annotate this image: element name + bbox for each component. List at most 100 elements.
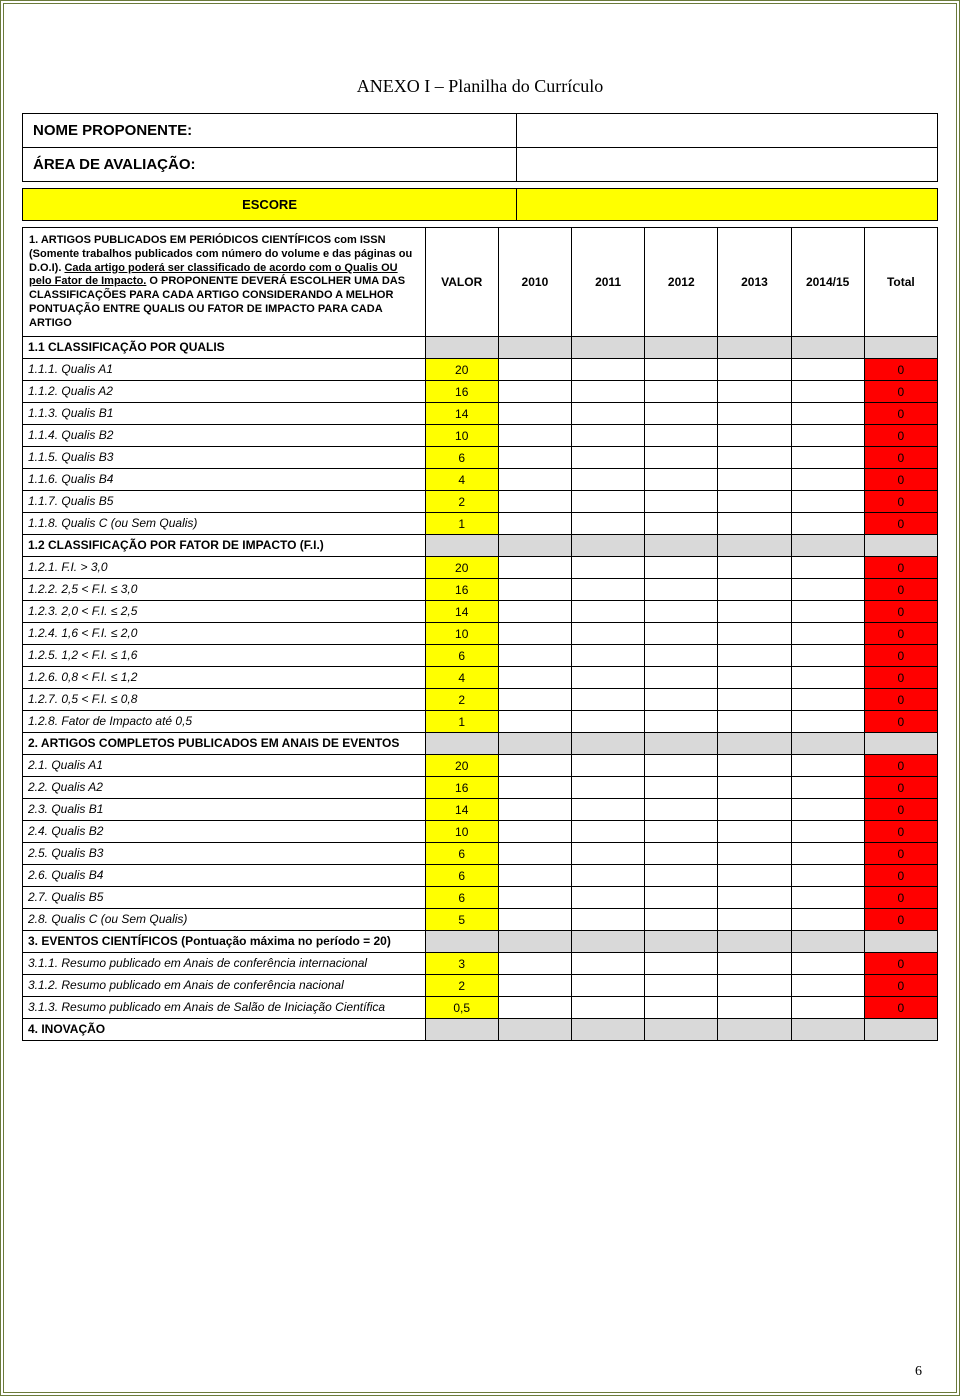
table-row: 2.7. Qualis B560	[23, 887, 938, 909]
year-cell	[498, 645, 571, 667]
year-cell	[498, 667, 571, 689]
grey-cell	[718, 1019, 791, 1041]
year-cell	[718, 953, 791, 975]
valor-cell: 16	[425, 579, 498, 601]
year-cell	[498, 953, 571, 975]
year-cell	[718, 579, 791, 601]
year-cell	[718, 645, 791, 667]
year-cell	[498, 887, 571, 909]
table-row: 1.1.8. Qualis C (ou Sem Qualis)10	[23, 513, 938, 535]
year-cell	[791, 601, 864, 623]
total-cell: 0	[864, 601, 937, 623]
grey-cell	[425, 931, 498, 953]
grey-cell	[864, 535, 937, 557]
table-row: 2.8. Qualis C (ou Sem Qualis)50	[23, 909, 938, 931]
score-desc: 3.1.2. Resumo publicado em Anais de conf…	[23, 975, 426, 997]
year-cell	[718, 997, 791, 1019]
valor-cell: 4	[425, 667, 498, 689]
year-cell	[498, 711, 571, 733]
table-row: 1.1.1. Qualis A1200	[23, 359, 938, 381]
year-cell	[572, 799, 645, 821]
year-cell	[645, 469, 718, 491]
year-cell	[572, 491, 645, 513]
table-row: 1. ARTIGOS PUBLICADOS EM PERIÓDICOS CIEN…	[23, 228, 938, 337]
subhead-desc: 1.1 CLASSIFICAÇÃO POR QUALIS	[23, 337, 426, 359]
year-cell	[791, 755, 864, 777]
year-cell	[718, 403, 791, 425]
grey-cell	[498, 733, 571, 755]
total-cell: 0	[864, 645, 937, 667]
table-row: 1.2.1. F.I. > 3,0200	[23, 557, 938, 579]
total-cell: 0	[864, 403, 937, 425]
table-row: 1.2.5. 1,2 < F.I. ≤ 1,660	[23, 645, 938, 667]
year-cell	[498, 623, 571, 645]
score-desc: 1.2.7. 0,5 < F.I. ≤ 0,8	[23, 689, 426, 711]
year-cell	[498, 359, 571, 381]
total-cell: 0	[864, 843, 937, 865]
grey-cell	[645, 1019, 718, 1041]
table-row: 1.2.4. 1,6 < F.I. ≤ 2,0100	[23, 623, 938, 645]
table-row: 3.1.2. Resumo publicado em Anais de conf…	[23, 975, 938, 997]
total-cell: 0	[864, 909, 937, 931]
year-cell	[791, 975, 864, 997]
year-cell	[645, 821, 718, 843]
score-desc: 1.1.8. Qualis C (ou Sem Qualis)	[23, 513, 426, 535]
table-row: 1.1.7. Qualis B520	[23, 491, 938, 513]
score-desc: 2.8. Qualis C (ou Sem Qualis)	[23, 909, 426, 931]
total-cell: 0	[864, 711, 937, 733]
year-cell	[572, 755, 645, 777]
grey-cell	[572, 1019, 645, 1041]
escore-label: ESCORE	[23, 189, 517, 221]
year-cell	[645, 799, 718, 821]
table-row: 1.1 CLASSIFICAÇÃO POR QUALIS	[23, 337, 938, 359]
grey-cell	[645, 337, 718, 359]
year-cell	[791, 645, 864, 667]
year-cell	[645, 711, 718, 733]
year-cell	[498, 469, 571, 491]
grey-cell	[718, 931, 791, 953]
total-cell: 0	[864, 975, 937, 997]
year-cell	[572, 843, 645, 865]
grey-cell	[864, 733, 937, 755]
year-cell	[718, 491, 791, 513]
year-cell	[791, 887, 864, 909]
year-cell	[498, 799, 571, 821]
year-cell	[498, 975, 571, 997]
year-cell	[572, 645, 645, 667]
year-cell	[645, 843, 718, 865]
year-cell	[791, 821, 864, 843]
grey-cell	[718, 733, 791, 755]
total-cell: 0	[864, 997, 937, 1019]
year-cell	[718, 887, 791, 909]
year-cell	[718, 425, 791, 447]
table-row: 2. ARTIGOS COMPLETOS PUBLICADOS EM ANAIS…	[23, 733, 938, 755]
year-cell	[718, 623, 791, 645]
total-cell: 0	[864, 755, 937, 777]
year-cell	[645, 667, 718, 689]
grey-cell	[572, 931, 645, 953]
score-desc: 1.2.5. 1,2 < F.I. ≤ 1,6	[23, 645, 426, 667]
year-cell	[718, 799, 791, 821]
score-desc: 1.1.2. Qualis A2	[23, 381, 426, 403]
year-cell	[645, 601, 718, 623]
total-cell: 0	[864, 557, 937, 579]
valor-cell: 3	[425, 953, 498, 975]
grey-cell	[498, 931, 571, 953]
grey-cell	[572, 535, 645, 557]
valor-cell: 10	[425, 425, 498, 447]
year-cell	[572, 601, 645, 623]
year-cell	[645, 381, 718, 403]
year-cell	[791, 469, 864, 491]
valor-cell: 1	[425, 711, 498, 733]
score-desc: 1.2.1. F.I. > 3,0	[23, 557, 426, 579]
year-cell	[791, 711, 864, 733]
table-row: 1.2 CLASSIFICAÇÃO POR FATOR DE IMPACTO (…	[23, 535, 938, 557]
year-cell	[645, 447, 718, 469]
year-cell	[572, 865, 645, 887]
valor-cell: 14	[425, 799, 498, 821]
year-cell	[645, 425, 718, 447]
table-row: 2.2. Qualis A2160	[23, 777, 938, 799]
year-cell	[498, 447, 571, 469]
score-desc: 2.5. Qualis B3	[23, 843, 426, 865]
scores-table: 1. ARTIGOS PUBLICADOS EM PERIÓDICOS CIEN…	[22, 227, 938, 1041]
